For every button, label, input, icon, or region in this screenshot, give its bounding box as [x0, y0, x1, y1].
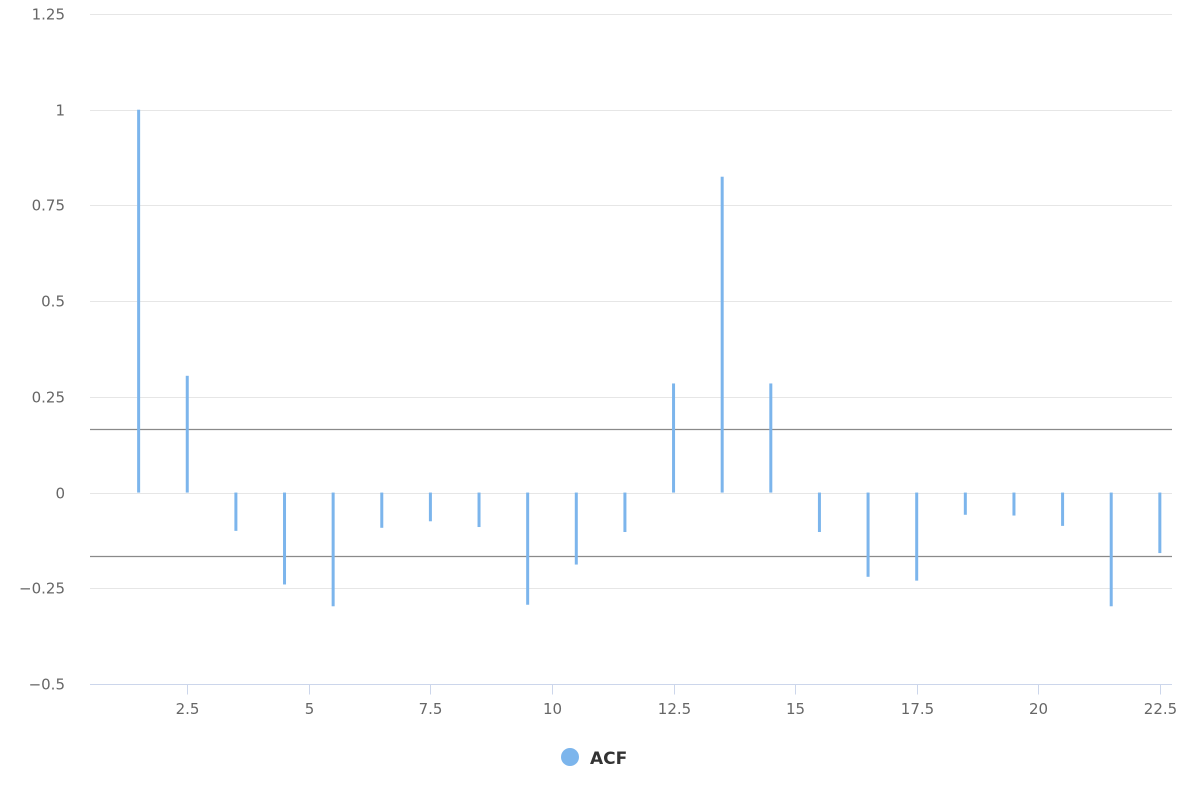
- acf-bar[interactable]: [672, 383, 676, 493]
- x-axis: [90, 684, 1172, 695]
- acf-bar[interactable]: [1109, 492, 1113, 607]
- y-tick-label: 0.75: [32, 197, 65, 215]
- y-tick-label: −0.25: [19, 580, 65, 598]
- acf-bar[interactable]: [623, 492, 627, 533]
- acf-bar[interactable]: [915, 492, 919, 581]
- acf-bar[interactable]: [866, 492, 870, 577]
- acf-bar[interactable]: [137, 109, 141, 493]
- acf-bar[interactable]: [817, 492, 821, 533]
- legend[interactable]: ACF: [561, 748, 627, 769]
- x-axis-labels: 2.5 5 7.5 10 12.5 15 17.5 20 22.5: [176, 700, 1178, 718]
- acf-bar[interactable]: [720, 176, 724, 493]
- acf-bar[interactable]: [331, 492, 335, 607]
- legend-marker-icon[interactable]: [561, 748, 579, 766]
- x-tick-label: 20: [1029, 700, 1048, 718]
- acf-bar[interactable]: [283, 492, 287, 585]
- acf-bar[interactable]: [428, 492, 432, 522]
- acf-bar[interactable]: [185, 375, 189, 493]
- y-tick-label: 1.25: [32, 6, 65, 24]
- acf-bar[interactable]: [1012, 492, 1016, 516]
- x-tick-label: 12.5: [658, 700, 691, 718]
- y-axis-labels: −0.5 −0.25 0 0.25 0.5 0.75 1 1.25: [19, 6, 65, 694]
- acf-bar[interactable]: [234, 492, 238, 531]
- acf-bar[interactable]: [574, 492, 578, 565]
- x-tick-label: 2.5: [176, 700, 200, 718]
- y-tick-label: 1: [55, 102, 65, 120]
- x-tick-label: 5: [305, 700, 315, 718]
- x-tick-label: 15: [786, 700, 805, 718]
- acf-bar[interactable]: [526, 492, 530, 605]
- acf-bar[interactable]: [1061, 492, 1065, 526]
- acf-bar[interactable]: [769, 383, 773, 493]
- acf-bar[interactable]: [963, 492, 967, 515]
- y-tick-label: 0.5: [41, 293, 65, 311]
- acf-bar[interactable]: [477, 492, 481, 528]
- y-tick-label: 0: [55, 485, 65, 503]
- confidence-bounds: [90, 428, 1172, 558]
- x-tick-label: 17.5: [901, 700, 934, 718]
- y-tick-label: −0.5: [29, 676, 65, 694]
- acf-bar[interactable]: [1158, 492, 1162, 554]
- acf-series[interactable]: [137, 109, 1162, 607]
- x-tick-label: 22.5: [1144, 700, 1177, 718]
- x-tick-label: 10: [543, 700, 562, 718]
- legend-label[interactable]: ACF: [590, 749, 627, 769]
- acf-bar[interactable]: [380, 492, 384, 528]
- grid-lines: [90, 14, 1172, 589]
- y-tick-label: 0.25: [32, 389, 65, 407]
- x-tick-label: 7.5: [419, 700, 443, 718]
